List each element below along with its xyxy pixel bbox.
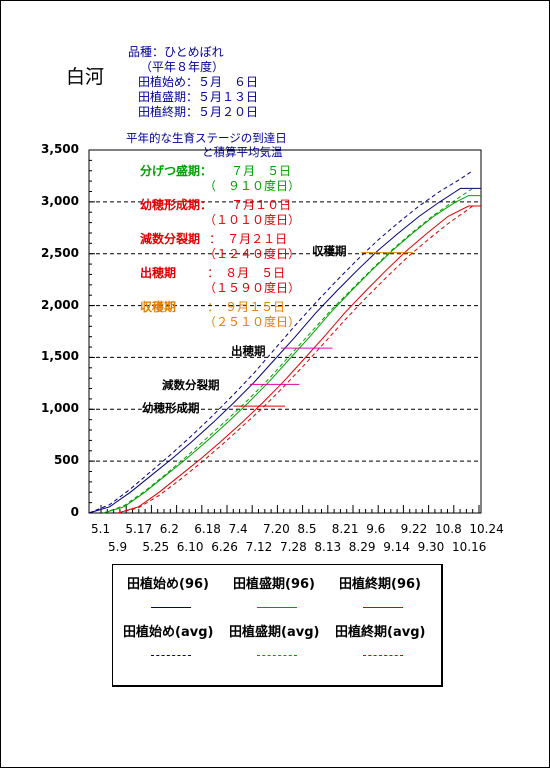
stage-dd: （２５１０度日） (204, 315, 301, 329)
x-tick-label-upper: 9.22 (400, 522, 428, 536)
x-tick-label-upper: 5.17 (125, 522, 153, 536)
year-label: （平年８年度） (140, 60, 225, 74)
legend-swatch (257, 607, 297, 608)
marker-label-meiosis: 減数分裂期 (162, 378, 220, 392)
stage-harvest: 収穫期 ： ９月１５日 （２５１０度日） (140, 296, 300, 330)
stage-date: ７月 ５日 (231, 164, 292, 178)
plant-peak-label: 田植盛期：５月１３日 (138, 90, 259, 104)
series-line-3 (88, 170, 473, 514)
stage-label: 収穫期 (140, 300, 177, 314)
x-tick-label-lower: 7.28 (280, 540, 307, 554)
plot-area (88, 149, 482, 514)
y-tick-label: 2,500 (41, 245, 79, 260)
place-name: 白河 (66, 66, 105, 88)
legend-label: 田植始め(96) (127, 577, 209, 592)
x-tick-label-lower: 5.9 (108, 540, 128, 554)
stage-panicle-formation: 幼穂形成期： ７月１０日 （１０１０度日） (140, 194, 300, 228)
x-tick-label-lower: 9.30 (417, 540, 445, 554)
y-tick-label: 3,500 (41, 142, 79, 156)
marker-label-heading: 出穂期 (231, 344, 266, 358)
legend-swatch (151, 655, 191, 656)
stage-date: ： ８月 ５日 (207, 266, 286, 280)
stage-heading: 出穂期 ： ８月 ５日 （１５９０度日） (140, 262, 300, 296)
subtitle-line1: 平年的な生育ステージの到達日 (126, 131, 287, 145)
x-tick-label-upper: 10.24 (469, 522, 504, 536)
legend-label: 田植盛期(96) (233, 577, 315, 592)
y-tick-label: 2,000 (41, 297, 79, 312)
stage-meiosis: 減数分裂期 ： ７月２１日 （１２４０度日） (140, 228, 300, 262)
x-tick-label-upper: 10.8 (435, 522, 462, 536)
x-tick-label-lower: 8.29 (348, 540, 376, 554)
stage-tillering: 分げつ盛期： ７月 ５日 （ ９１０度日） (140, 160, 300, 194)
y-tick-label: 3,000 (41, 193, 79, 208)
x-tick-label-upper: 6.2 (159, 522, 179, 536)
x-tick-label-lower: 6.10 (176, 540, 204, 554)
y-tick-label: 0 (70, 505, 79, 519)
stage-list: 分げつ盛期： ７月 ５日 （ ９１０度日） 幼穂形成期： ７月１０日 （１０１０… (140, 160, 300, 330)
x-tick-label-lower: 7.12 (245, 540, 273, 554)
legend-label: 田植始め(avg) (123, 625, 214, 640)
stage-label: 幼穂形成期： (140, 198, 213, 212)
x-tick-label-upper: 8.21 (331, 522, 359, 536)
x-tick-label-lower: 10.16 (452, 540, 487, 554)
x-tick-label-lower: 6.26 (211, 540, 238, 554)
variety-label: 品種：ひとめぼれ (128, 45, 224, 59)
x-tick-label-upper: 5.1 (91, 522, 111, 536)
stage-date: ： ７月２１日 (209, 232, 288, 246)
stage-date: ： ９月１５日 (207, 300, 286, 314)
series-line-4 (103, 187, 473, 514)
x-tick-label-lower: 8.13 (314, 540, 342, 554)
x-tick-label-upper: 7.20 (263, 522, 290, 536)
marker-label-panicle: 幼穂形成期 (142, 401, 200, 415)
stage-date: ７月１０日 (231, 198, 292, 212)
x-tick-label-upper: 6.18 (194, 522, 221, 536)
x-tick-label-upper: 8.5 (297, 522, 317, 536)
series-line-0 (88, 187, 481, 514)
marker-label-harvest: 収穫期 (312, 244, 347, 258)
y-tick-label: 500 (53, 453, 79, 468)
plant-end-label: 田植終期：５月２０日 (138, 105, 259, 119)
stage-dd: （ ９１０度日） (204, 179, 301, 193)
stage-label: 減数分裂期 (140, 232, 201, 246)
stage-dd: （１５９０度日） (204, 281, 301, 295)
x-tick-label-lower: 5.25 (142, 540, 170, 554)
variety-info: 品種：ひとめぼれ （平年８年度） 田植始め：５月 ６日 田植盛期：５月１３日 田… (128, 45, 258, 120)
series-line-2 (117, 205, 481, 514)
legend-label: 田植盛期(avg) (229, 625, 320, 640)
y-tick-label: 1,000 (41, 401, 79, 416)
plant-start-label: 田植始め：５月 ６日 (138, 75, 259, 89)
series-line-5 (117, 205, 474, 514)
legend-label: 田植終期(avg) (335, 625, 426, 640)
y-tick-label: 1,500 (41, 349, 79, 364)
stage-dd: （１０１０度日） (204, 213, 301, 227)
stage-dd: （１２４０度日） (204, 247, 301, 261)
legend-label: 田植終期(96) (339, 577, 421, 592)
x-tick-label-upper: 9.6 (366, 522, 386, 536)
legend-swatch (363, 607, 403, 608)
legend-swatch (363, 655, 403, 656)
x-tick-label-lower: 9.14 (383, 540, 410, 554)
stage-label: 分げつ盛期： (140, 164, 213, 178)
stage-label: 出穂期 (140, 266, 177, 280)
legend-swatch (257, 655, 297, 656)
legend: 田植始め(96) 田植盛期(96) 田植終期(96) 田植始め(avg) 田植盛期(av… (112, 564, 443, 687)
subtitle-line2: と積算平均気温 (202, 145, 283, 159)
legend-swatch (151, 607, 191, 608)
x-tick-label-upper: 7.4 (228, 522, 248, 536)
